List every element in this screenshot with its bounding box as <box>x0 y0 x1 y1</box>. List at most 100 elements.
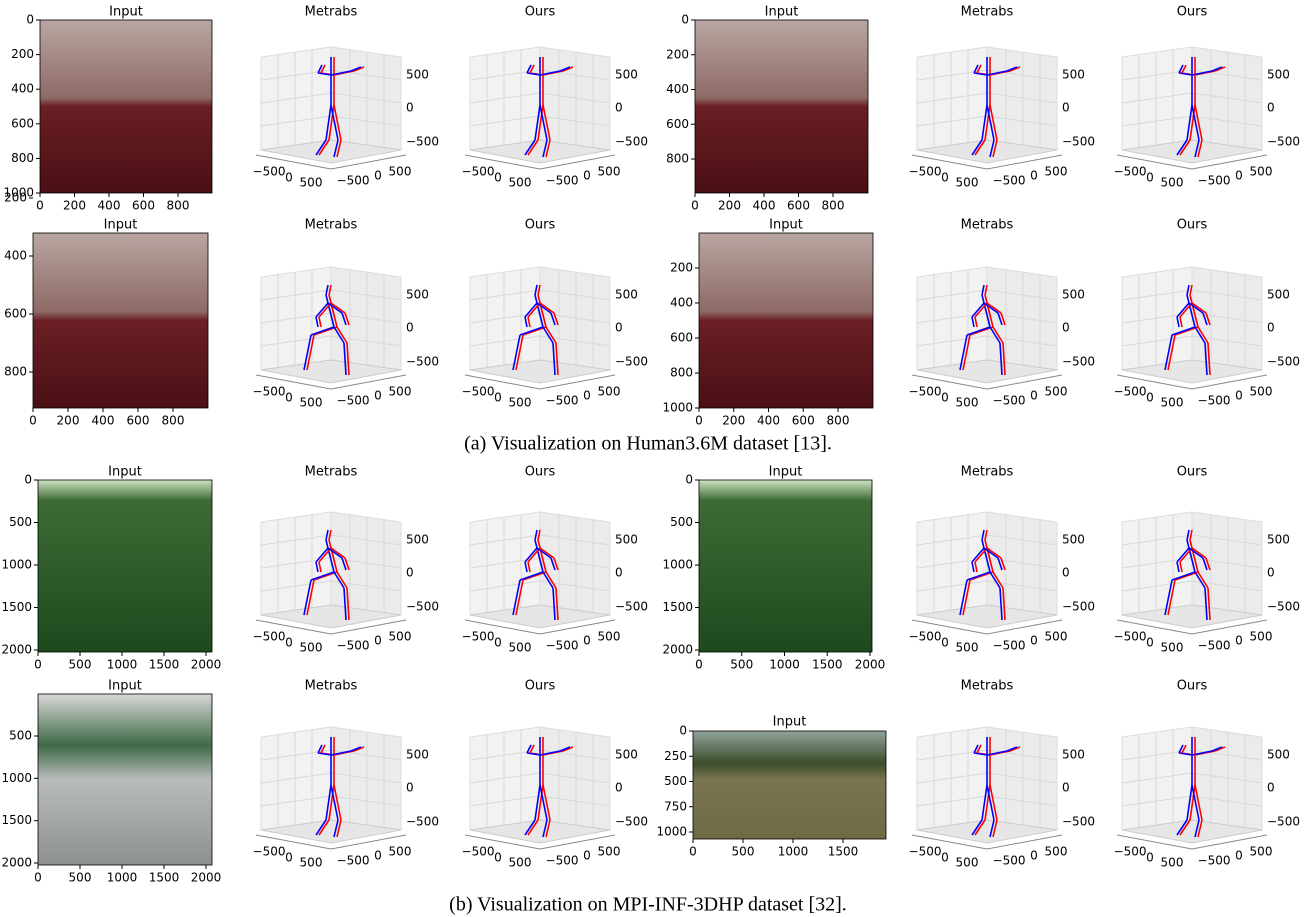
z-tick-label: −500 <box>406 815 439 829</box>
z-tick-label: 0 <box>1062 781 1070 795</box>
z-tick-label: −500 <box>615 600 648 614</box>
z-tick-label: 0 <box>1267 781 1275 795</box>
x-tick-label: 800 <box>162 414 185 428</box>
x-tick-label: 600 <box>132 199 155 213</box>
y-tick-label: 0 <box>1030 849 1038 863</box>
bone <box>1176 316 1180 328</box>
bone <box>526 752 541 756</box>
bone <box>550 312 556 326</box>
bone <box>1167 334 1176 371</box>
y-tick-label: 0 <box>583 389 591 403</box>
bone <box>325 784 332 821</box>
grid-line <box>469 557 541 569</box>
y-tick-label: 250 <box>664 749 687 763</box>
bone <box>524 561 528 573</box>
axis-line <box>464 374 541 390</box>
y-tick-label: 1000 <box>662 401 693 415</box>
grid-line <box>1191 580 1263 592</box>
bone <box>1194 139 1200 158</box>
bone <box>542 139 548 158</box>
x-tick-label: 500 <box>300 396 323 410</box>
plot-3d <box>255 511 407 635</box>
bone <box>524 547 538 563</box>
x-tick-label: −500 <box>253 385 286 399</box>
bone <box>534 539 544 573</box>
y-tick-label: 0 <box>583 849 591 863</box>
bone <box>336 326 348 344</box>
bone <box>341 557 347 571</box>
bone <box>986 784 995 821</box>
y-tick-label: 500 <box>389 385 412 399</box>
bone <box>976 744 982 754</box>
bone <box>315 139 327 156</box>
bone <box>325 104 332 141</box>
bone <box>519 326 544 336</box>
grid-line <box>916 335 988 347</box>
z-tick-label: −500 <box>1267 815 1300 829</box>
bone <box>333 784 342 821</box>
bone <box>539 302 555 314</box>
y-tick-label: 1500 <box>1 813 32 827</box>
grid-line <box>330 772 402 784</box>
bone <box>1194 326 1206 344</box>
bone <box>984 294 994 328</box>
bone <box>1194 819 1200 838</box>
bone <box>1189 104 1196 141</box>
z-tick-label: 0 <box>1062 566 1070 580</box>
y-tick-label: −500 <box>993 174 1026 188</box>
y-tick-label: −500 <box>337 639 370 653</box>
grid-line <box>916 580 988 592</box>
bone <box>539 104 548 141</box>
x-tick-label: 0 <box>695 414 703 428</box>
bone <box>969 326 994 336</box>
caption: (b) Visualization on MPI-INF-3DHP datase… <box>449 894 847 916</box>
z-tick-label: −500 <box>1267 135 1300 149</box>
bone <box>986 70 1008 76</box>
grid-line <box>469 289 541 301</box>
bone <box>318 561 322 573</box>
plot-3d <box>464 266 616 390</box>
bone <box>537 294 547 328</box>
bone <box>992 819 998 838</box>
bone <box>526 744 532 754</box>
x-tick-label: 400 <box>753 199 776 213</box>
z-tick-label: −500 <box>406 355 439 369</box>
bone <box>1179 547 1193 563</box>
floor-pane <box>916 819 1058 844</box>
z-tick-label: 0 <box>1267 321 1275 335</box>
bone <box>318 139 330 156</box>
z-tick-label: −500 <box>615 815 648 829</box>
grid-line <box>330 115 402 127</box>
grid-line <box>1191 289 1263 301</box>
bone <box>989 104 998 141</box>
grid-line <box>916 92 988 104</box>
bone <box>318 302 332 318</box>
bone <box>1194 784 1203 821</box>
panel-title: Input <box>773 715 807 730</box>
bone <box>971 561 975 573</box>
grid-line <box>539 795 611 807</box>
grid-line <box>469 312 541 324</box>
input-image <box>698 479 873 653</box>
x-tick-label: 200 <box>57 414 80 428</box>
bone <box>1197 326 1209 344</box>
y-tick-label: 0 <box>1030 389 1038 403</box>
bone <box>537 784 544 821</box>
bone <box>315 819 327 836</box>
bone <box>313 326 338 336</box>
panel-title: Metrabs <box>961 465 1014 480</box>
input-image <box>698 232 874 409</box>
grid-line <box>986 772 1058 784</box>
z-tick-label: 0 <box>406 101 414 115</box>
bone <box>317 64 323 74</box>
z-tick-label: 500 <box>615 748 638 762</box>
y-tick-label: 1000 <box>1 558 32 572</box>
grid-line <box>1191 749 1263 761</box>
x-tick-label: 500 <box>956 176 979 190</box>
bone <box>997 312 1003 326</box>
bone <box>536 547 552 559</box>
grid-line <box>330 289 402 301</box>
floor-pane <box>260 819 402 844</box>
bone <box>524 302 538 318</box>
panel-title: Metrabs <box>305 465 358 480</box>
